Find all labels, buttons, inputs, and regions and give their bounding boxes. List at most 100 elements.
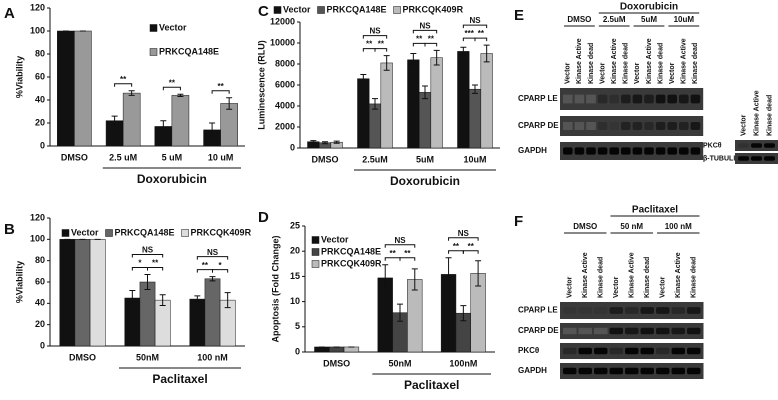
legend-label: Vector <box>159 22 187 32</box>
blot-band <box>764 156 775 161</box>
blot-band <box>609 307 623 314</box>
x-tick-label: 10 uM <box>208 152 234 162</box>
legend-swatch <box>61 229 70 237</box>
blot-band <box>563 122 573 130</box>
error-bar <box>410 53 417 67</box>
y-tick-label: 100 <box>30 25 45 35</box>
y-tick-label: 8000 <box>275 58 295 68</box>
y-tick-label: 100 <box>30 234 45 244</box>
blot-band <box>671 307 685 314</box>
blot-band <box>563 327 577 335</box>
blot-band <box>625 347 639 355</box>
lane-label: Kinase Active <box>582 252 589 298</box>
error-bar <box>460 46 467 57</box>
bar <box>220 103 238 147</box>
lane-label: Vector <box>567 276 574 298</box>
significance-bracket <box>147 267 164 271</box>
blot-band <box>609 347 623 355</box>
x-tick-label: 2.5 uM <box>109 152 137 162</box>
lane-label: Kinase dead <box>657 43 664 84</box>
blot-band <box>687 327 701 335</box>
treatment-label: Paclitaxel <box>632 205 678 216</box>
panel-label: D <box>258 209 269 226</box>
x-tick-label: 50nM <box>136 352 159 362</box>
y-tick-label: 0 <box>40 340 45 350</box>
x-tick-label: 10uM <box>463 154 486 164</box>
blot-band <box>625 367 639 375</box>
error-bar <box>411 268 418 291</box>
significance-bracket <box>211 90 230 94</box>
significance-label: NS <box>207 248 219 257</box>
significance-label: ** <box>202 261 209 270</box>
blot-band <box>687 367 701 375</box>
bar <box>171 95 190 147</box>
y-tick-label: 40 <box>35 94 45 104</box>
y-tick-label: 20 <box>35 117 45 127</box>
significance-label: NS <box>419 21 431 30</box>
y-tick-label: 4000 <box>275 100 295 110</box>
bar <box>357 78 370 149</box>
error-bar <box>333 140 340 144</box>
bar <box>407 59 420 149</box>
blot-strip <box>560 116 704 136</box>
row-label: GAPDH <box>518 146 547 155</box>
error-bar <box>383 55 390 71</box>
lane-label: Kinase Active <box>681 38 688 84</box>
bar <box>189 298 206 347</box>
group-label: Doxorubicin <box>137 172 207 186</box>
significance-label: ** <box>218 82 225 91</box>
legend-label: Vector <box>71 227 99 237</box>
significance-label: ** <box>468 242 475 251</box>
blot-band <box>751 156 762 161</box>
significance-bracket <box>374 48 388 52</box>
legend-label: PRKCQA148E <box>321 246 381 256</box>
blot-band <box>621 147 631 155</box>
blot-band <box>738 143 749 148</box>
blot-band <box>578 327 592 335</box>
row-label: CPARP DE <box>518 326 559 335</box>
blot-band <box>679 147 689 155</box>
legend-label: PRKCQA148E <box>115 227 175 237</box>
blot-band <box>597 147 608 155</box>
legend-swatch <box>311 248 320 256</box>
legend-swatch <box>393 6 401 14</box>
legend-label: PRKCQA148E <box>327 4 387 14</box>
x-tick-label: 100 nM <box>197 352 228 362</box>
significance-label: ** <box>120 75 127 84</box>
significance-bracket <box>131 267 148 271</box>
legend-label: Vector <box>321 234 349 244</box>
error-bar <box>159 294 166 306</box>
x-tick-label: 100nM <box>449 358 477 368</box>
significance-bracket <box>196 256 229 260</box>
legend-swatch <box>149 48 158 56</box>
legend-label: PRKCQK409R <box>321 258 382 268</box>
error-bar <box>483 44 490 63</box>
significance-bracket <box>399 257 416 261</box>
y-tick-label: 10 <box>290 296 300 306</box>
blot-band <box>574 94 585 104</box>
y-axis-label: %Viability <box>14 261 24 303</box>
significance-label: NS <box>369 27 381 36</box>
lane-label: Kinase dead <box>766 95 773 136</box>
lane-label: Kinase Active <box>753 90 760 136</box>
error-bar <box>475 260 482 287</box>
bar <box>457 51 470 149</box>
blot-band <box>578 307 592 314</box>
blot-band <box>690 122 701 130</box>
panel-label: C <box>258 3 269 20</box>
legend-swatch <box>181 229 189 237</box>
bar <box>59 239 76 347</box>
group-label: 10uM <box>674 15 695 24</box>
y-tick-label: 10000 <box>270 37 295 47</box>
blot-band <box>671 367 685 375</box>
blot-band <box>594 367 608 375</box>
blot-band <box>609 94 619 104</box>
y-axis-label: Luminescence (RLU) <box>256 40 266 130</box>
error-bar <box>128 90 135 96</box>
error-bar <box>422 85 428 100</box>
error-bar <box>129 290 136 306</box>
panel-label: E <box>514 7 524 24</box>
bar <box>74 30 92 147</box>
x-tick-label: 5 uM <box>162 152 183 162</box>
